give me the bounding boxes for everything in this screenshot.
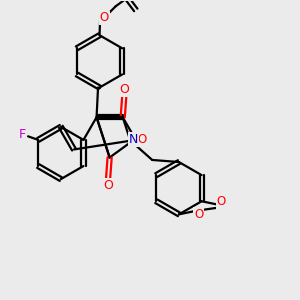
- Text: O: O: [194, 208, 203, 221]
- Text: N: N: [129, 133, 139, 146]
- Text: O: O: [217, 195, 226, 208]
- Text: O: O: [100, 11, 109, 25]
- Text: F: F: [19, 128, 26, 141]
- Text: O: O: [137, 134, 146, 146]
- Text: O: O: [103, 178, 113, 192]
- Text: O: O: [119, 83, 129, 96]
